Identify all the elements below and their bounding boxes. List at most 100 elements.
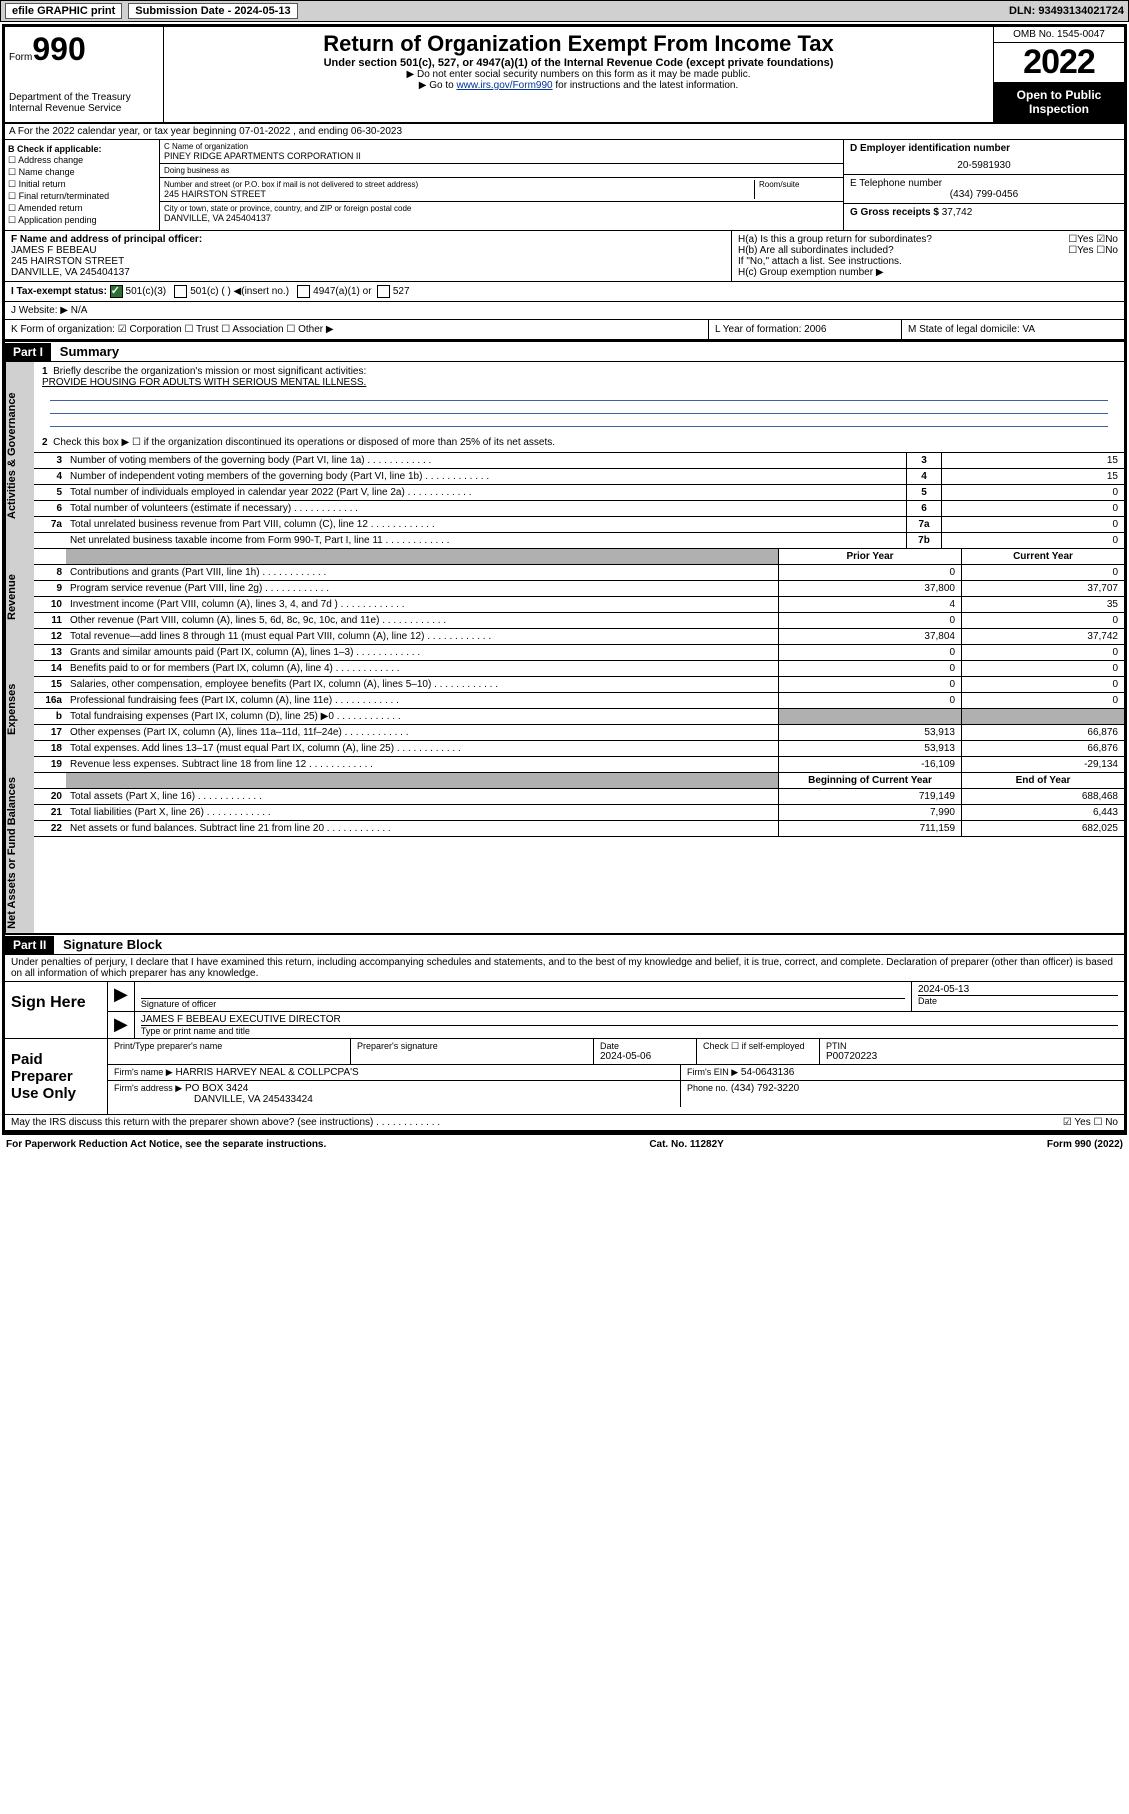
phone-label: E Telephone number <box>850 178 1118 189</box>
tab-net-assets: Net Assets or Fund Balances <box>5 773 34 933</box>
two-col-header: Prior Year Current Year <box>34 549 1124 565</box>
part1-title: Summary <box>54 342 125 361</box>
summary-row: 18Total expenses. Add lines 13–17 (must … <box>34 741 1124 757</box>
check-self-employed: Check ☐ if self-employed <box>697 1039 820 1064</box>
form-header: Form990 Department of the Treasury Inter… <box>5 27 1124 124</box>
summary-row: 12Total revenue—add lines 8 through 11 (… <box>34 629 1124 645</box>
summary-row: 7aTotal unrelated business revenue from … <box>34 517 1124 533</box>
top-bar: efile GRAPHIC print Submission Date - 20… <box>0 0 1129 22</box>
note-link: ▶ Go to www.irs.gov/Form990 for instruct… <box>168 80 989 91</box>
tab-expenses: Expenses <box>5 645 34 773</box>
checkbox-527 <box>377 285 390 298</box>
h-group: H(a) Is this a group return for subordin… <box>731 231 1124 281</box>
i-label: I Tax-exempt status: <box>11 286 107 297</box>
officer-name-title: JAMES F BEBEAU EXECUTIVE DIRECTOR <box>141 1014 1118 1026</box>
firm-phone-label: Phone no. <box>687 1083 728 1093</box>
q2: Check this box ▶ ☐ if the organization d… <box>53 437 555 448</box>
gross-value: 37,742 <box>942 207 973 218</box>
phone-value: (434) 799-0456 <box>850 189 1118 200</box>
summary-row: 11Other revenue (Part VIII, column (A), … <box>34 613 1124 629</box>
ha-label: H(a) Is this a group return for subordin… <box>738 234 932 245</box>
header-mid: Return of Organization Exempt From Incom… <box>164 27 993 122</box>
sig-officer-label: Signature of officer <box>141 999 905 1009</box>
summary-row: 5Total number of individuals employed in… <box>34 485 1124 501</box>
hb-answer: ☐Yes ☐No <box>1068 245 1118 256</box>
ptin: P00720223 <box>826 1051 1118 1062</box>
summary-row: 9Program service revenue (Part VIII, lin… <box>34 581 1124 597</box>
type-name-label: Type or print name and title <box>141 1026 1118 1036</box>
discuss-answer: ☑ Yes ☐ No <box>1063 1117 1118 1128</box>
hb-label: H(b) Are all subordinates included? <box>738 245 894 256</box>
dln: DLN: 93493134021724 <box>1009 5 1124 17</box>
checkbox-501c3 <box>110 285 123 298</box>
officer-name: JAMES F BEBEAU <box>11 245 725 256</box>
section-fh: F Name and address of principal officer:… <box>5 231 1124 282</box>
governance-section: Activities & Governance 1 Briefly descri… <box>5 362 1124 549</box>
part1-badge: Part I <box>5 343 51 361</box>
firm-addr-label: Firm's address ▶ <box>114 1083 182 1093</box>
paid-preparer-label: Paid Preparer Use Only <box>5 1039 108 1114</box>
summary-row: 3Number of voting members of the governi… <box>34 453 1124 469</box>
summary-row: 19Revenue less expenses. Subtract line 1… <box>34 757 1124 773</box>
revenue-section: Revenue Prior Year Current Year 8Contrib… <box>5 549 1124 645</box>
prep-name-label: Print/Type preparer's name <box>114 1041 344 1051</box>
declaration: Under penalties of perjury, I declare th… <box>5 955 1124 982</box>
checkbox-4947 <box>297 285 310 298</box>
summary-row: Net unrelated business taxable income fr… <box>34 533 1124 549</box>
prep-date-label: Date <box>600 1041 690 1051</box>
net-header: Beginning of Current Year End of Year <box>34 773 1124 789</box>
dept-treasury: Department of the Treasury <box>9 92 159 103</box>
firm-name-label: Firm's name ▶ <box>114 1067 173 1077</box>
tab-governance: Activities & Governance <box>5 362 34 549</box>
row-j: J Website: ▶ N/A <box>5 302 1124 320</box>
dba-label: Doing business as <box>164 166 839 175</box>
firm-phone: (434) 792-3220 <box>731 1083 799 1094</box>
summary-row: 6Total number of volunteers (estimate if… <box>34 501 1124 517</box>
l-year: L Year of formation: 2006 <box>708 320 901 339</box>
arrow-icon: ▶ <box>108 982 135 1011</box>
ein-value: 20-5981930 <box>850 160 1118 171</box>
tax-year: 2022 <box>994 43 1124 82</box>
form-prefix: Form <box>9 52 32 63</box>
current-year-hdr: Current Year <box>961 549 1124 564</box>
name-label: C Name of organization <box>164 142 839 151</box>
irs-link[interactable]: www.irs.gov/Form990 <box>456 80 552 91</box>
firm-ein-label: Firm's EIN ▶ <box>687 1067 738 1077</box>
b-item: ☐ Amended return <box>8 203 156 214</box>
sign-here-row: Sign Here ▶ Signature of officer 2024-05… <box>5 982 1124 1039</box>
hc-label: H(c) Group exemption number ▶ <box>738 267 1118 278</box>
ha-answer: ☐Yes ☑No <box>1068 234 1118 245</box>
discuss-row: May the IRS discuss this return with the… <box>5 1115 1124 1132</box>
b-item: ☐ Final return/terminated <box>8 191 156 202</box>
irs-label: Internal Revenue Service <box>9 103 159 114</box>
header-left: Form990 Department of the Treasury Inter… <box>5 27 164 122</box>
footer-left: For Paperwork Reduction Act Notice, see … <box>6 1139 326 1150</box>
city-value: DANVILLE, VA 245404137 <box>164 213 839 223</box>
column-d: D Employer identification number 20-5981… <box>843 140 1124 230</box>
open-to-public: Open to Public Inspection <box>994 82 1124 122</box>
column-c: C Name of organization PINEY RIDGE APART… <box>160 140 843 230</box>
tab-revenue: Revenue <box>5 549 34 645</box>
header-right: OMB No. 1545-0047 2022 Open to Public In… <box>993 27 1124 122</box>
arrow-icon: ▶ <box>108 1012 135 1038</box>
officer-addr1: 245 HAIRSTON STREET <box>11 256 725 267</box>
summary-row: 21Total liabilities (Part X, line 26)7,9… <box>34 805 1124 821</box>
footer-right: Form 990 (2022) <box>1047 1139 1123 1150</box>
room-label: Room/suite <box>759 180 839 189</box>
b-item: ☐ Application pending <box>8 215 156 226</box>
part2-badge: Part II <box>5 936 54 954</box>
column-b: B Check if applicable: ☐ Address change … <box>5 140 160 230</box>
summary-row: 13Grants and similar amounts paid (Part … <box>34 645 1124 661</box>
f-officer: F Name and address of principal officer:… <box>5 231 731 281</box>
summary-row: 4Number of independent voting members of… <box>34 469 1124 485</box>
summary-row: 14Benefits paid to or for members (Part … <box>34 661 1124 677</box>
form-subtitle: Under section 501(c), 527, or 4947(a)(1)… <box>168 57 989 69</box>
summary-row: 8Contributions and grants (Part VIII, li… <box>34 565 1124 581</box>
city-label: City or town, state or province, country… <box>164 204 839 213</box>
paid-preparer-row: Paid Preparer Use Only Print/Type prepar… <box>5 1039 1124 1115</box>
m-state: M State of legal domicile: VA <box>901 320 1124 339</box>
gross-label: G Gross receipts $ <box>850 207 939 218</box>
begin-year-hdr: Beginning of Current Year <box>778 773 961 788</box>
row-a-period: A For the 2022 calendar year, or tax yea… <box>5 124 1124 140</box>
summary-row: 20Total assets (Part X, line 16)719,1496… <box>34 789 1124 805</box>
